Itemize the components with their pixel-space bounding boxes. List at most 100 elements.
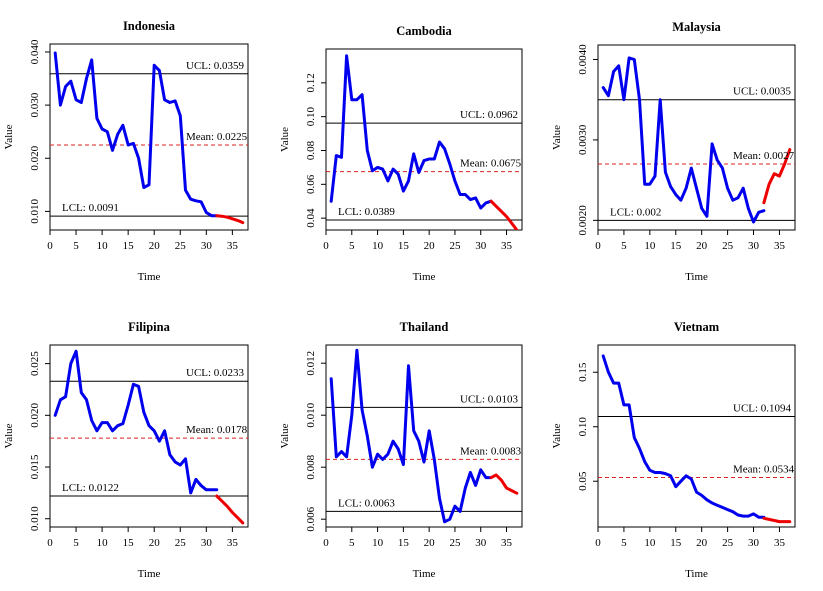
y-tick-label: 0.006 <box>305 506 317 531</box>
panel-title: Vietnam <box>674 320 720 334</box>
panel-cambodia: Cambodia 0 5 10 15 20 25 30 35 0.04 0.06 0.08 0.10 0.… <box>279 24 523 283</box>
ucl-label: UCL: 0.0359 <box>186 60 245 72</box>
lcl-label: LCL: 0.002 <box>610 206 661 218</box>
x-tick-label: 15 <box>123 240 135 252</box>
plot-frame <box>597 44 796 231</box>
y-axis-label: Value <box>279 423 291 448</box>
x-tick-label: 10 <box>372 240 384 252</box>
y-tick-label: 0.008 <box>305 454 317 479</box>
x-tick-label: 5 <box>621 537 627 549</box>
y-tick-label: 0.015 <box>29 454 41 479</box>
x-tick-label: 15 <box>123 537 135 549</box>
ucl-label: UCL: 0.0962 <box>460 109 518 121</box>
observed-series-line <box>601 354 766 519</box>
ucl-label: UCL: 0.0233 <box>186 367 245 379</box>
y-tick-label: 0.04 <box>305 208 317 228</box>
x-tick-label: 0 <box>595 240 601 252</box>
y-tick-label: 0.0020 <box>577 205 589 236</box>
x-axis-label: Time <box>138 568 161 580</box>
forecast-series-line <box>762 516 792 524</box>
y-axis-label: Value <box>551 423 563 448</box>
x-tick-label: 0 <box>47 240 53 252</box>
x-tick-label: 30 <box>201 537 213 549</box>
observed-series-line <box>53 349 219 495</box>
mean-label: Mean: 0.0027 <box>733 150 795 162</box>
x-tick-label: 10 <box>644 240 656 252</box>
x-axis-label: Time <box>138 271 161 283</box>
y-tick-label: 0.0040 <box>577 44 589 75</box>
y-axis-label: Value <box>3 124 15 149</box>
y-tick-label: 0.020 <box>29 145 41 170</box>
forecast-series-line <box>762 148 792 205</box>
y-tick-label: 0.05 <box>577 471 589 491</box>
x-tick-label: 35 <box>774 240 786 252</box>
x-tick-label: 0 <box>595 537 601 549</box>
forecast-series-line <box>215 214 245 225</box>
mean-label: Mean: 0.0178 <box>186 424 248 436</box>
x-tick-label: 20 <box>149 240 161 252</box>
observed-series-line <box>53 51 219 218</box>
panel-title: Indonesia <box>123 19 176 33</box>
y-tick-label: 0.010 <box>29 506 41 531</box>
y-tick-label: 0.010 <box>29 199 41 224</box>
ucl-label: UCL: 0.0035 <box>733 86 792 98</box>
x-tick-label: 10 <box>97 537 109 549</box>
ucl-label: UCL: 0.1094 <box>733 402 792 414</box>
x-tick-label: 25 <box>175 240 187 252</box>
y-axis-label: Value <box>279 127 291 152</box>
ucl-label: UCL: 0.0103 <box>460 393 519 405</box>
plot-frame <box>325 344 523 528</box>
y-tick-label: 0.15 <box>577 362 589 382</box>
x-tick-label: 35 <box>227 240 239 252</box>
x-tick-label: 0 <box>323 240 329 252</box>
x-axis-label: Time <box>413 271 436 283</box>
mean-label: Mean: 0.0675 <box>460 158 522 170</box>
x-axis-label: Time <box>413 568 436 580</box>
plot-frame <box>597 344 796 528</box>
x-tick-label: 35 <box>501 240 513 252</box>
y-tick-label: 0.10 <box>305 107 317 127</box>
x-tick-label: 5 <box>73 537 79 549</box>
x-tick-label: 10 <box>644 537 656 549</box>
x-tick-label: 0 <box>47 537 53 549</box>
y-tick-label: 0.020 <box>29 402 41 427</box>
x-tick-label: 15 <box>670 537 682 549</box>
x-tick-label: 20 <box>424 240 436 252</box>
y-tick-label: 0.012 <box>305 351 317 376</box>
y-tick-label: 0.030 <box>29 92 41 117</box>
y-axis-label: Value <box>551 125 563 150</box>
x-tick-label: 0 <box>323 537 329 549</box>
observed-series-line <box>601 56 766 224</box>
x-axis-label: Time <box>685 271 708 283</box>
x-tick-label: 20 <box>696 240 708 252</box>
forecast-series-line <box>489 199 519 230</box>
y-tick-label: 0.10 <box>577 417 589 437</box>
panel-title: Thailand <box>400 320 449 334</box>
y-tick-label: 0.08 <box>305 140 317 160</box>
plot-frame <box>325 48 523 231</box>
x-tick-label: 5 <box>621 240 627 252</box>
y-tick-label: 0.06 <box>305 174 317 194</box>
mean-label: Mean: 0.0083 <box>460 445 522 457</box>
y-tick-label: 0.025 <box>29 351 41 376</box>
x-tick-label: 25 <box>449 240 461 252</box>
x-tick-label: 35 <box>774 537 786 549</box>
y-tick-label: 0.040 <box>29 39 41 64</box>
x-tick-label: 5 <box>349 537 355 549</box>
x-axis-label: Time <box>685 568 708 580</box>
y-tick-label: 0.010 <box>305 402 317 427</box>
x-tick-label: 25 <box>449 537 461 549</box>
x-tick-label: 35 <box>501 537 513 549</box>
x-tick-label: 20 <box>424 537 436 549</box>
panel-indonesia: Indonesia 0 5 10 15 20 25 30 35 0.010 0.020 0.030 0.… <box>3 19 249 283</box>
y-tick-label: 0.12 <box>305 73 317 92</box>
lcl-label: LCL: 0.0091 <box>62 202 119 214</box>
observed-series-line <box>329 348 493 524</box>
x-tick-label: 30 <box>475 240 487 252</box>
lcl-label: LCL: 0.0122 <box>62 482 119 494</box>
panel-title: Filipina <box>128 320 170 334</box>
x-tick-label: 10 <box>97 240 109 252</box>
y-tick-label: 0.0030 <box>577 124 589 155</box>
x-tick-label: 5 <box>73 240 79 252</box>
